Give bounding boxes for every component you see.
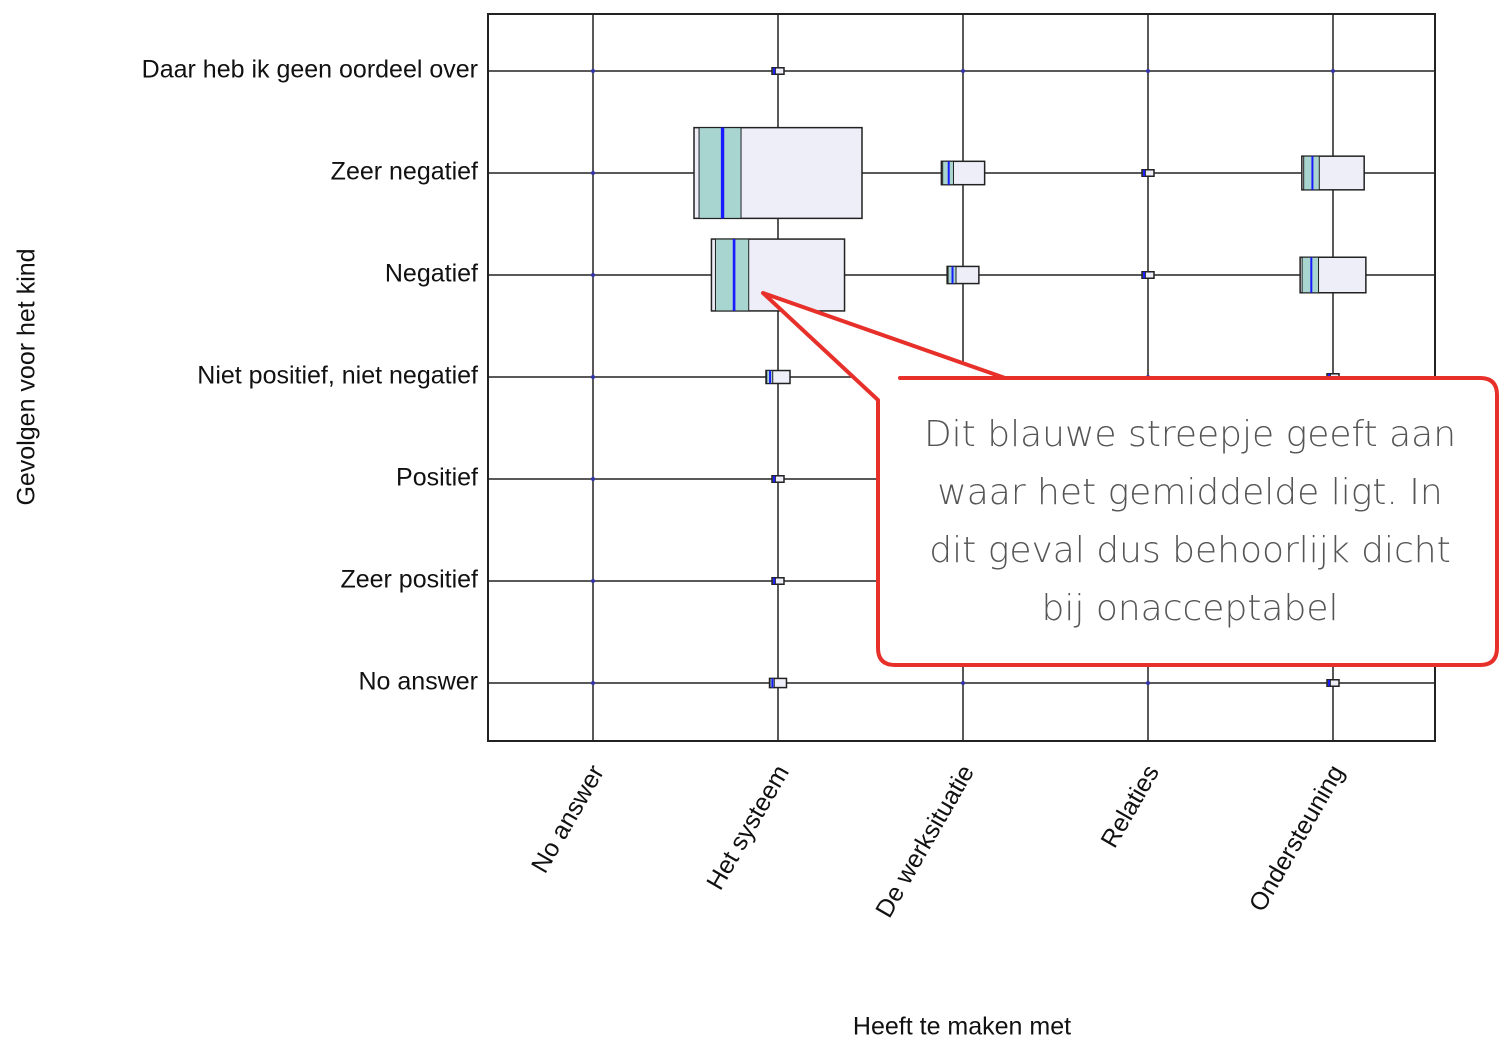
callout-line: dit geval dus behoorlijk dicht [929, 530, 1450, 571]
cell-box [768, 677, 788, 689]
y-tick-label: Zeer positief [340, 566, 478, 594]
y-tick-label: Negatief [385, 260, 478, 288]
cell-box [1326, 679, 1340, 687]
empty-cell [591, 69, 595, 73]
cell-box [1301, 155, 1365, 191]
x-tick-label: Het systeem [701, 760, 795, 894]
callout-box [761, 291, 1499, 667]
empty-cell [961, 69, 965, 73]
empty-cell [1146, 681, 1150, 685]
marks [591, 67, 1367, 689]
empty-cell [961, 681, 965, 685]
box-inner [698, 127, 742, 219]
x-tick-label: No answer [526, 760, 610, 877]
empty-cell [591, 375, 595, 379]
callout-line: Dit blauwe streepje geeft aan [924, 414, 1456, 455]
callout: Dit blauwe streepje geeft aan waar het ge… [761, 291, 1499, 667]
x-axis-title: Heeft te maken met [853, 1013, 1071, 1041]
box-inner [714, 238, 750, 312]
cell-box [771, 475, 785, 483]
box [768, 677, 788, 689]
x-tick-label: Relaties [1096, 760, 1165, 852]
y-tick-label: Niet positief, niet negatief [197, 362, 478, 390]
empty-cell [1331, 69, 1335, 73]
empty-cell [591, 477, 595, 481]
cell-box [1141, 169, 1155, 177]
callout-line: waar het gemiddelde ligt. In [937, 472, 1443, 513]
x-tick-label: Ondersteuning [1244, 760, 1350, 916]
empty-cell [1146, 69, 1150, 73]
cell-box [771, 67, 785, 75]
cell-box [693, 126, 863, 220]
x-tick-label: De werksituatie [870, 760, 980, 922]
y-tick-label: No answer [359, 668, 479, 696]
y-tick-label: Zeer negatief [331, 158, 478, 186]
callout-line: bij onacceptabel [1042, 588, 1339, 629]
cell-box [1299, 256, 1367, 294]
empty-cell [591, 273, 595, 277]
cell-box [946, 265, 980, 285]
cell-box [1141, 271, 1155, 279]
empty-cell [591, 171, 595, 175]
cell-box [765, 369, 791, 385]
y-tick-label: Daar heb ik geen oordeel over [142, 56, 478, 84]
y-axis-title: Gevolgen voor het kind [13, 248, 41, 505]
empty-cell [591, 681, 595, 685]
empty-cell [591, 579, 595, 583]
y-tick-label: Positief [396, 464, 478, 492]
cell-box [940, 160, 986, 186]
callout-text: Dit blauwe streepje geeft aan waar het ge… [924, 414, 1456, 629]
cell-box [771, 577, 785, 585]
